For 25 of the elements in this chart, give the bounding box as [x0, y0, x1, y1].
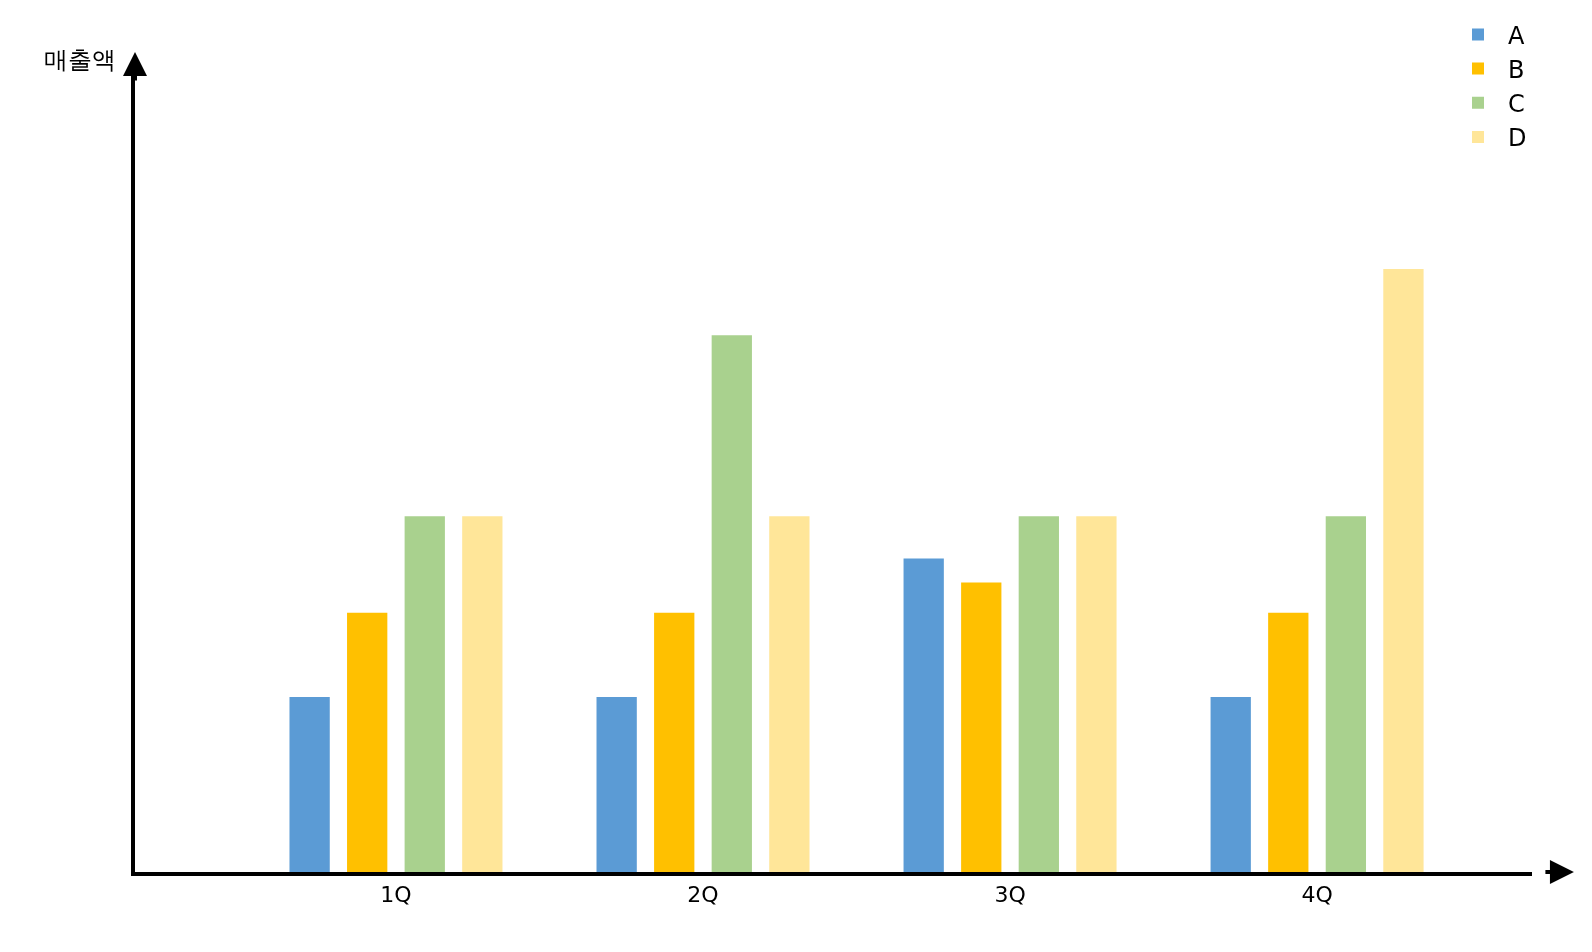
bar	[1383, 268, 1424, 872]
x-tick-label: 4Q	[1301, 882, 1333, 908]
legend-label: D	[1508, 124, 1527, 153]
legend-label: C	[1508, 90, 1525, 119]
x-tick-label: 3Q	[994, 882, 1026, 908]
bar	[1018, 516, 1059, 872]
legend-label: B	[1508, 55, 1525, 84]
bar	[961, 582, 1002, 872]
x-tick-label: 1Q	[380, 882, 412, 908]
bar	[1268, 612, 1309, 872]
bar	[1325, 516, 1367, 872]
legend-label: A	[1508, 21, 1525, 50]
bar	[462, 516, 503, 872]
bar	[711, 335, 752, 872]
bar	[596, 697, 637, 872]
bar	[1076, 516, 1117, 872]
bar	[404, 516, 445, 872]
bar	[1210, 697, 1251, 872]
bar	[903, 558, 944, 872]
text: 매출액	[44, 46, 116, 74]
bar	[289, 697, 330, 872]
bar	[769, 516, 810, 872]
bar	[347, 612, 388, 872]
x-tick-label: 2Q	[687, 882, 719, 908]
bar	[654, 612, 695, 872]
